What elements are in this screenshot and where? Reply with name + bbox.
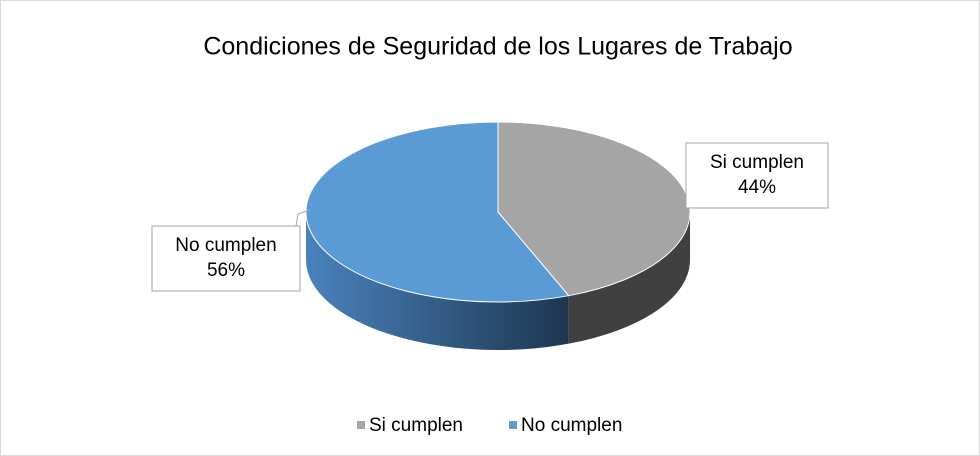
slice-side — [306, 212, 569, 351]
data-label-name: Si cumplen — [710, 152, 804, 173]
data-label-box — [151, 225, 301, 292]
pie-slice — [305, 121, 570, 303]
legend-label: No cumplen — [521, 415, 622, 436]
chart-title: Condiciones de Seguridad de los Lugares … — [203, 33, 792, 61]
leader-line — [295, 209, 311, 227]
data-label-name: No cumplen — [175, 235, 276, 256]
legend-swatch — [509, 421, 517, 429]
data-label-value: 56% — [207, 260, 245, 281]
legend-swatch — [357, 421, 365, 429]
data-label-box — [685, 142, 829, 209]
legend-label: Si cumplen — [369, 415, 463, 436]
data-label-value: 44% — [738, 177, 776, 198]
